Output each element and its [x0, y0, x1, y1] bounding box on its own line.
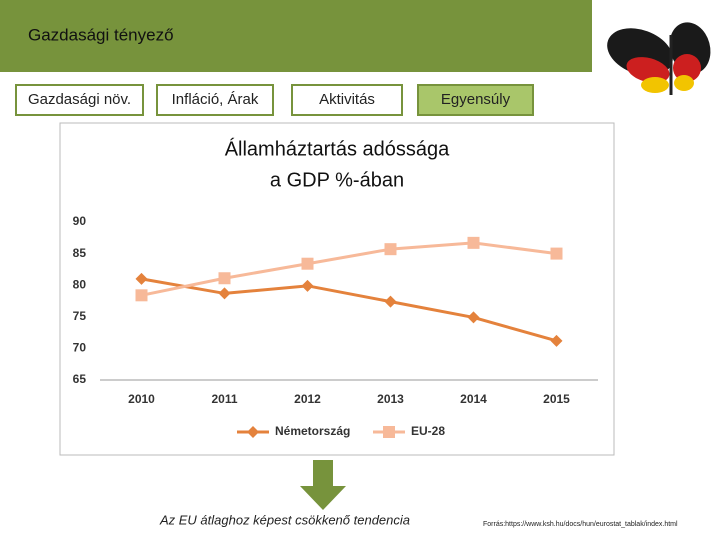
point — [550, 247, 563, 260]
point — [384, 243, 397, 256]
y-tick-label: 85 — [73, 246, 87, 260]
point — [301, 279, 314, 292]
point — [467, 311, 480, 324]
arrow — [300, 460, 346, 510]
tab[interactable] — [291, 84, 403, 116]
chart-title: a GDP %-ában — [270, 169, 404, 191]
point — [218, 287, 231, 300]
x-tick-label: 2012 — [294, 392, 321, 406]
chart-title: Államháztartás adóssága — [225, 137, 450, 160]
butterfly — [607, 22, 711, 95]
x-tick-label: 2011 — [211, 392, 237, 406]
chart-frame — [59, 122, 615, 456]
legend-label: EU-28 — [411, 424, 445, 438]
source: Forrás:https://www.ksh.hu/docs/hun/euros… — [483, 521, 678, 528]
y-tick-label: 90 — [73, 214, 87, 228]
tab[interactable] — [15, 84, 144, 116]
point — [247, 426, 259, 438]
tab-label[interactable]: Egyensúly — [441, 91, 511, 108]
header-title: Gazdasági tényező — [28, 25, 174, 44]
x-tick-label: 2013 — [377, 392, 404, 406]
y-tick-label: 75 — [73, 309, 87, 323]
tab-label[interactable]: Aktivitás — [319, 91, 375, 108]
x-tick-label: 2010 — [128, 392, 155, 406]
x-tick-label: 2015 — [543, 392, 570, 406]
tab[interactable] — [156, 84, 274, 116]
y-tick-label: 80 — [73, 277, 87, 291]
point — [467, 236, 480, 249]
point — [218, 272, 231, 285]
point — [384, 295, 397, 308]
legend-label: Németország — [275, 424, 350, 438]
series-line — [141, 277, 557, 343]
y-tick-label: 65 — [73, 372, 87, 386]
series-line — [141, 241, 557, 297]
point — [135, 272, 148, 285]
tab[interactable] — [417, 84, 534, 116]
tab-label[interactable]: Infláció, Árak — [172, 91, 259, 108]
point — [135, 289, 148, 302]
caption: Az EU átlaghoz képest csökkenő tendencia — [159, 512, 410, 527]
header-bar — [0, 0, 592, 72]
x-tick-label: 2014 — [460, 392, 487, 406]
y-tick-label: 70 — [73, 341, 87, 355]
point — [301, 257, 314, 270]
point — [550, 334, 563, 347]
point — [383, 426, 395, 438]
tab-label[interactable]: Gazdasági növ. — [28, 91, 131, 108]
